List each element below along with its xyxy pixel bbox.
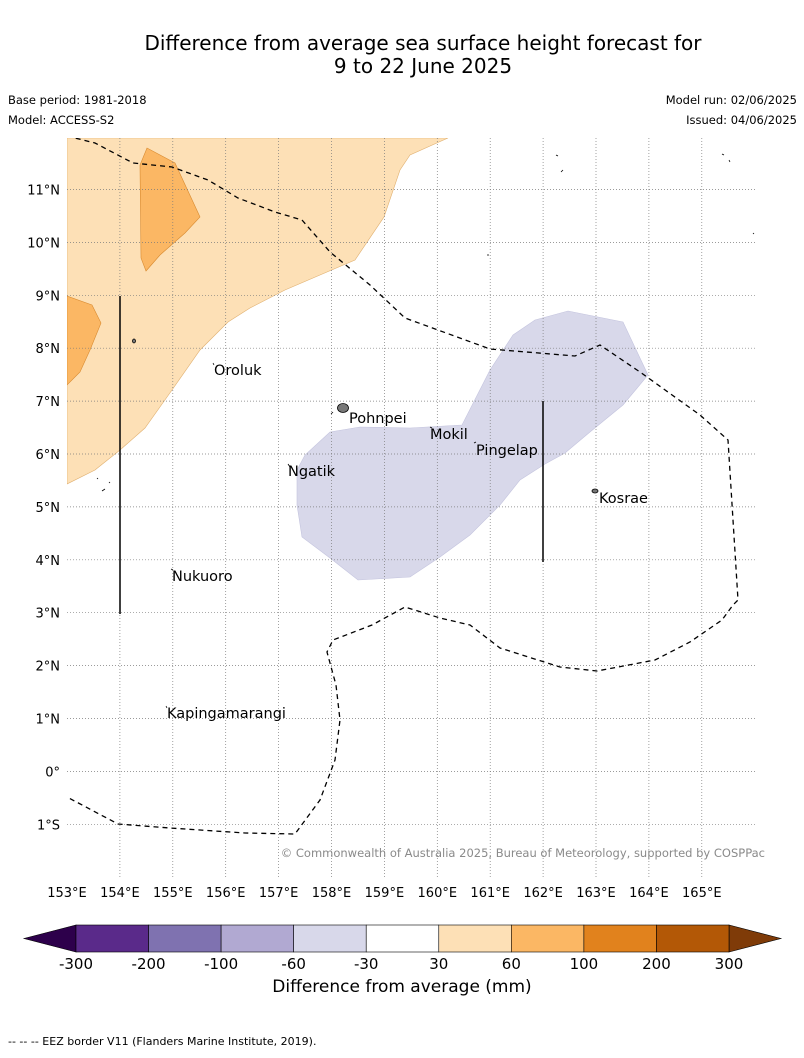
atoll-shape-west bbox=[132, 338, 136, 344]
colorbar-tick-label: -60 bbox=[281, 955, 306, 973]
issued-date: Issued: 04/06/2025 bbox=[686, 113, 797, 127]
lon-tick-label: 157°E bbox=[259, 886, 299, 901]
colorbar-label: Difference from average (mm) bbox=[272, 977, 532, 997]
lat-tick-label: 7°N bbox=[36, 395, 61, 410]
lat-tick-label: 9°N bbox=[36, 289, 61, 304]
anomaly-region-negative-light bbox=[296, 310, 649, 581]
atoll-shape-pingelap bbox=[473, 441, 477, 444]
model-name: Model: ACCESS-S2 bbox=[8, 113, 115, 127]
colorbar: -300 -200 -100 -60 -30 30 60 100 200 300 bbox=[22, 924, 783, 973]
place-label-oroluk: Oroluk bbox=[214, 363, 262, 379]
colorbar-segment bbox=[75, 924, 149, 953]
atoll-shape-oroluk bbox=[212, 362, 215, 366]
colorbar-extend-high bbox=[728, 924, 783, 953]
lat-tick-label: 3°N bbox=[36, 607, 61, 622]
kosrae-island-shape bbox=[591, 488, 599, 494]
lat-tick-label: 1°S bbox=[37, 818, 60, 833]
model-run: Model run: 02/06/2025 bbox=[665, 93, 797, 107]
colorbar-tick-label: -30 bbox=[354, 955, 379, 973]
colorbar-tick-label: -200 bbox=[132, 955, 166, 973]
lon-tick-label: 156°E bbox=[206, 886, 246, 901]
colorbar-tick-label: -100 bbox=[204, 955, 238, 973]
colorbar-segment bbox=[583, 924, 657, 953]
lon-tick-label: 162°E bbox=[523, 886, 563, 901]
lon-tick-label: 163°E bbox=[576, 886, 616, 901]
lat-tick-label: 8°N bbox=[36, 342, 61, 357]
atoll-shape-north-1 bbox=[487, 153, 755, 256]
lon-tick-label: 160°E bbox=[418, 886, 458, 901]
lat-tick-label: 2°N bbox=[36, 660, 61, 675]
colorbar-segment bbox=[365, 924, 440, 953]
islands bbox=[96, 153, 755, 709]
lat-tick-label: 11°N bbox=[27, 184, 60, 199]
place-label-nukuoro: Nukuoro bbox=[172, 569, 233, 585]
colorbar-tick-label: 200 bbox=[642, 955, 671, 973]
atoll-shape-pohnpei-west bbox=[330, 411, 334, 415]
colorbar-segment bbox=[656, 924, 730, 953]
lat-tick-label: 10°N bbox=[27, 236, 60, 251]
lon-tick-label: 154°E bbox=[100, 886, 140, 901]
place-label-kosrae: Kosrae bbox=[599, 491, 648, 507]
colorbar-tick-label: 60 bbox=[502, 955, 521, 973]
colorbar-segment bbox=[511, 924, 585, 953]
anomaly-region-positive-medium-north bbox=[139, 147, 201, 272]
atoll-shape-sw-1 bbox=[96, 477, 111, 492]
place-label-pohnpei: Pohnpei bbox=[349, 411, 407, 427]
place-label-ngatik: Ngatik bbox=[288, 464, 336, 480]
eez-border bbox=[67, 138, 739, 835]
copyright-notice: © Commonwealth of Australia 2025, Bureau… bbox=[281, 846, 765, 860]
place-label-pingelap: Pingelap bbox=[476, 443, 538, 459]
colorbar-segment bbox=[438, 924, 512, 953]
colorbar-tick-label: -300 bbox=[59, 955, 93, 973]
lon-tick-label: 155°E bbox=[153, 886, 193, 901]
lat-tick-label: 0° bbox=[45, 765, 60, 780]
map-title: Difference from average sea surface heig… bbox=[0, 32, 804, 78]
pohnpei-island-shape bbox=[337, 403, 349, 413]
colorbar-extend-low bbox=[22, 924, 77, 953]
title-line-2: 9 to 22 June 2025 bbox=[333, 54, 513, 78]
lon-tick-label: 161°E bbox=[470, 886, 510, 901]
place-label-kapingamarangi: Kapingamarangi bbox=[167, 706, 286, 722]
colorbar-segment bbox=[148, 924, 222, 953]
atoll-shape-ngatik bbox=[287, 463, 291, 468]
lat-tick-label: 5°N bbox=[36, 501, 61, 516]
atoll-shape-mokil bbox=[429, 426, 433, 429]
lon-tick-label: 158°E bbox=[312, 886, 352, 901]
anomaly-shading bbox=[67, 138, 649, 581]
lon-tick-label: 159°E bbox=[365, 886, 405, 901]
lat-tick-label: 6°N bbox=[36, 448, 61, 463]
colorbar-tick-label: 100 bbox=[570, 955, 599, 973]
colorbar-segment bbox=[220, 924, 294, 953]
colorbar-segment bbox=[293, 924, 367, 953]
lon-tick-label: 165°E bbox=[682, 886, 722, 901]
atoll-shape-kapinga bbox=[165, 705, 168, 709]
lat-tick-label: 1°N bbox=[36, 713, 61, 728]
eez-footnote: -- -- -- EEZ border V11 (Flanders Marine… bbox=[8, 1035, 317, 1048]
colorbar-tick-label: 300 bbox=[715, 955, 744, 973]
lon-tick-label: 164°E bbox=[629, 886, 669, 901]
lat-tick-label: 4°N bbox=[36, 554, 61, 569]
base-period: Base period: 1981-2018 bbox=[8, 93, 147, 107]
axis-labels: 153°E 154°E 155°E 156°E 157°E 158°E 159°E 160°E… bbox=[27, 184, 721, 902]
colorbar-tick-label: 30 bbox=[429, 955, 448, 973]
anomaly-region-positive-medium-west bbox=[67, 295, 102, 386]
place-label-mokil: Mokil bbox=[430, 427, 468, 443]
atoll-shape-nukuoro bbox=[170, 568, 174, 571]
lon-tick-label: 153°E bbox=[47, 886, 87, 901]
title-line-1: Difference from average sea surface heig… bbox=[144, 31, 702, 55]
